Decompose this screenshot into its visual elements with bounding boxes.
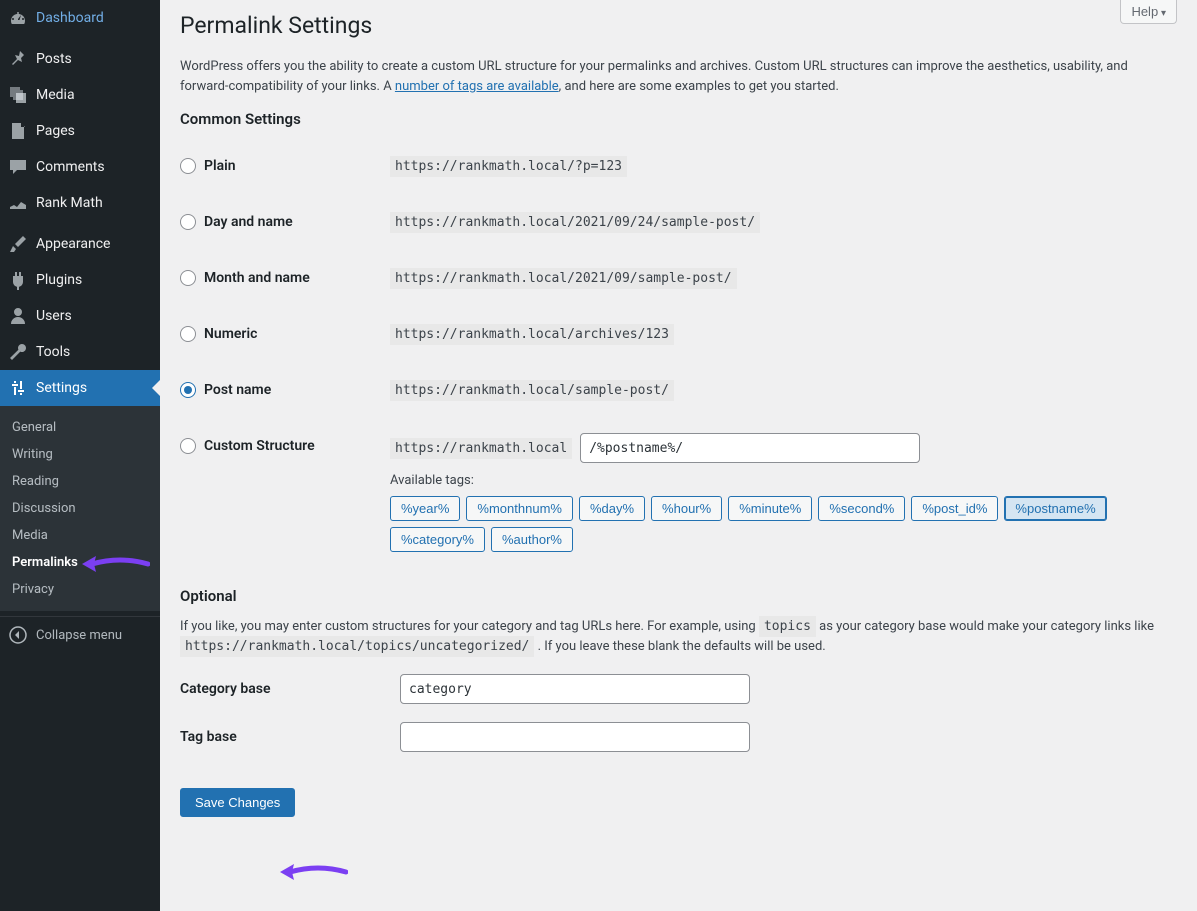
collapse-menu[interactable]: Collapse menu — [0, 616, 160, 653]
tag-year[interactable]: %year% — [390, 496, 460, 521]
tag-author[interactable]: %author% — [491, 527, 573, 552]
sidebar-item-tools[interactable]: Tools — [0, 334, 160, 370]
menu-label: Plugins — [36, 272, 82, 288]
annotation-arrow-save — [278, 860, 348, 884]
submenu-media[interactable]: Media — [0, 522, 160, 549]
sidebar-item-posts[interactable]: Posts — [0, 41, 160, 77]
tags-container: %year%%monthnum%%day%%hour%%minute%%seco… — [390, 496, 1130, 552]
main-content: Help Permalink Settings WordPress offers… — [160, 0, 1197, 911]
menu-label: Settings — [36, 380, 87, 396]
sidebar-item-plugins[interactable]: Plugins — [0, 262, 160, 298]
pin-icon — [8, 49, 28, 69]
sidebar-item-dashboard[interactable]: Dashboard — [0, 0, 160, 36]
plug-icon — [8, 270, 28, 290]
menu-label: Pages — [36, 123, 75, 139]
menu-label: Media — [36, 87, 75, 103]
submenu-writing[interactable]: Writing — [0, 441, 160, 468]
sidebar-item-appearance[interactable]: Appearance — [0, 226, 160, 262]
tag-day[interactable]: %day% — [579, 496, 645, 521]
optional-intro: If you like, you may enter custom struct… — [180, 617, 1160, 656]
radio-day-name[interactable] — [180, 214, 196, 230]
radio-post-name[interactable] — [180, 382, 196, 398]
submenu-permalinks[interactable]: Permalinks — [0, 549, 160, 576]
tag-minute[interactable]: %minute% — [728, 496, 812, 521]
tag-post_id[interactable]: %post_id% — [911, 496, 998, 521]
tag-postname[interactable]: %postname% — [1004, 496, 1106, 521]
admin-sidebar: Dashboard Posts Media Pages Comments Ran… — [0, 0, 160, 911]
save-changes-button[interactable]: Save Changes — [180, 788, 295, 817]
sidebar-item-media[interactable]: Media — [0, 77, 160, 113]
option-day-name[interactable]: Day and name — [180, 214, 370, 230]
menu-label: Comments — [36, 159, 105, 175]
permalink-options-table: Plain https://rankmath.local/?p=123 Day … — [180, 138, 1177, 567]
example-month-name: https://rankmath.local/2021/09/sample-po… — [390, 268, 737, 289]
sidebar-item-pages[interactable]: Pages — [0, 113, 160, 149]
page-title: Permalink Settings — [180, 0, 1177, 43]
dashboard-icon — [8, 8, 28, 28]
settings-submenu: General Writing Reading Discussion Media… — [0, 406, 160, 611]
tag-category[interactable]: %category% — [390, 527, 485, 552]
common-heading: Common Settings — [180, 110, 1177, 128]
custom-prefix: https://rankmath.local — [390, 438, 572, 459]
wrench-icon — [8, 342, 28, 362]
tag-base-label: Tag base — [180, 729, 400, 745]
example-post-name: https://rankmath.local/sample-post/ — [390, 380, 674, 401]
radio-numeric[interactable] — [180, 326, 196, 342]
radio-plain[interactable] — [180, 158, 196, 174]
settings-icon — [8, 378, 28, 398]
tag-second[interactable]: %second% — [818, 496, 905, 521]
brush-icon — [8, 234, 28, 254]
menu-label: Users — [36, 308, 72, 324]
tag-monthnum[interactable]: %monthnum% — [466, 496, 573, 521]
collapse-label: Collapse menu — [36, 628, 122, 643]
available-tags-label: Available tags: — [390, 473, 1167, 488]
example-numeric: https://rankmath.local/archives/123 — [390, 324, 674, 345]
example-day-name: https://rankmath.local/2021/09/24/sample… — [390, 212, 760, 233]
media-icon — [8, 85, 28, 105]
comment-icon — [8, 157, 28, 177]
example-plain: https://rankmath.local/?p=123 — [390, 156, 627, 177]
submenu-discussion[interactable]: Discussion — [0, 495, 160, 522]
category-base-label: Category base — [180, 681, 400, 697]
menu-label: Appearance — [36, 236, 110, 252]
radio-month-name[interactable] — [180, 270, 196, 286]
menu-label: Rank Math — [36, 195, 103, 211]
optional-heading: Optional — [180, 587, 1177, 605]
submenu-privacy[interactable]: Privacy — [0, 576, 160, 603]
sidebar-item-users[interactable]: Users — [0, 298, 160, 334]
option-plain[interactable]: Plain — [180, 158, 370, 174]
option-month-name[interactable]: Month and name — [180, 270, 370, 286]
custom-structure-input[interactable] — [580, 433, 920, 463]
page-icon — [8, 121, 28, 141]
category-base-input[interactable] — [400, 674, 750, 704]
menu-label: Posts — [36, 51, 72, 67]
submenu-general[interactable]: General — [0, 414, 160, 441]
menu-label: Dashboard — [36, 10, 104, 26]
collapse-icon — [8, 625, 28, 645]
option-numeric[interactable]: Numeric — [180, 326, 370, 342]
option-post-name[interactable]: Post name — [180, 382, 370, 398]
tags-link[interactable]: number of tags are available — [395, 79, 559, 94]
rankmath-icon — [8, 193, 28, 213]
tag-hour[interactable]: %hour% — [651, 496, 722, 521]
menu-label: Tools — [36, 344, 70, 360]
user-icon — [8, 306, 28, 326]
sidebar-item-comments[interactable]: Comments — [0, 149, 160, 185]
intro-text: WordPress offers you the ability to crea… — [180, 57, 1160, 96]
help-button[interactable]: Help — [1120, 0, 1177, 24]
sidebar-item-settings[interactable]: Settings — [0, 370, 160, 406]
radio-custom[interactable] — [180, 438, 196, 454]
option-custom[interactable]: Custom Structure — [180, 438, 370, 454]
tag-base-input[interactable] — [400, 722, 750, 752]
submenu-reading[interactable]: Reading — [0, 468, 160, 495]
sidebar-item-rankmath[interactable]: Rank Math — [0, 185, 160, 221]
